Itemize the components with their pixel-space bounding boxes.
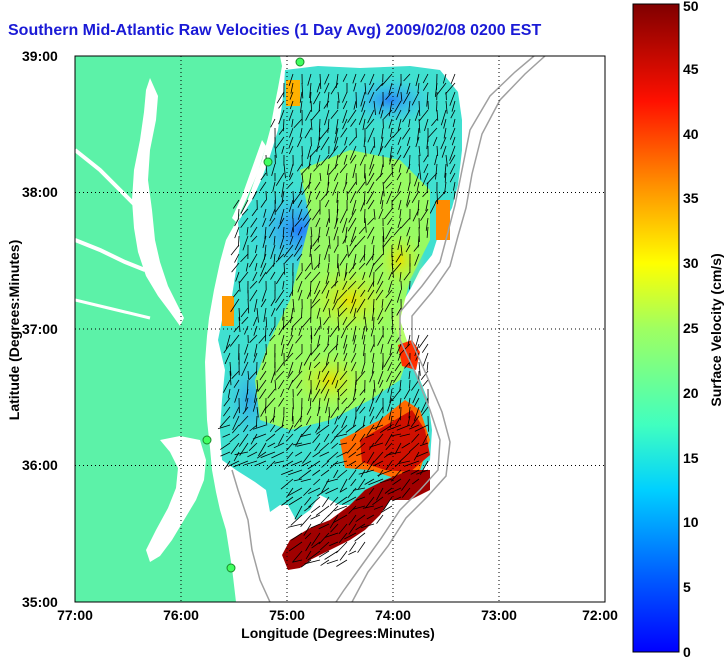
y-tick-label: 38:00 (22, 184, 58, 200)
velocity-arrow (311, 335, 312, 343)
colorbar-tick: 25 (683, 320, 699, 336)
velocity-arrow (437, 191, 438, 204)
colorbar-tick: 50 (683, 0, 699, 14)
colorbar (633, 4, 679, 652)
x-tick-label: 74:00 (375, 607, 411, 623)
station-marker (227, 564, 235, 572)
velocity-arrow (284, 317, 285, 327)
velocity-arrow (329, 209, 330, 223)
y-tick-label: 36:00 (22, 457, 58, 473)
x-tick-label: 75:00 (269, 607, 305, 623)
velocity-arrow (329, 407, 330, 417)
velocity-arrow (302, 308, 303, 318)
x-tick-label: 76:00 (163, 607, 199, 623)
y-axis-label: Latitude (Degrees:Minutes) (6, 240, 22, 420)
velocity-arrow (410, 380, 411, 389)
velocity-arrow (257, 362, 258, 375)
velocity-arrow (374, 272, 375, 287)
station-marker (203, 436, 211, 444)
colorbar-tick: 35 (683, 190, 699, 206)
colorbar-tick: 45 (683, 61, 699, 77)
y-tick-label: 37:00 (22, 321, 58, 337)
station-marker (264, 158, 272, 166)
x-tick-label: 72:00 (582, 607, 618, 623)
colorbar-label: Surface Velocity (cm/s) (708, 253, 724, 406)
colorbar-tick: 5 (683, 579, 691, 595)
station-marker (296, 58, 304, 66)
velocity-arrow (428, 416, 429, 432)
y-tick-label: 39:00 (22, 48, 58, 64)
colorbar-tick: 10 (683, 514, 699, 530)
colorbar-tick: 20 (683, 385, 699, 401)
velocity-arrow (437, 101, 438, 111)
velocity-arrow (338, 254, 339, 268)
velocity-arrow (401, 281, 402, 290)
colorbar-tick: 15 (683, 450, 699, 466)
x-tick-label: 77:00 (57, 607, 93, 623)
x-axis-label: Longitude (Degrees:Minutes) (241, 625, 435, 641)
colorbar-tick: 0 (683, 644, 691, 660)
velocity-arrow (266, 191, 267, 200)
y-tick-label: 35:00 (22, 594, 58, 610)
colorbar-tick: 30 (683, 255, 699, 271)
x-tick-label: 73:00 (481, 607, 517, 623)
colorbar-tick: 40 (683, 126, 699, 142)
